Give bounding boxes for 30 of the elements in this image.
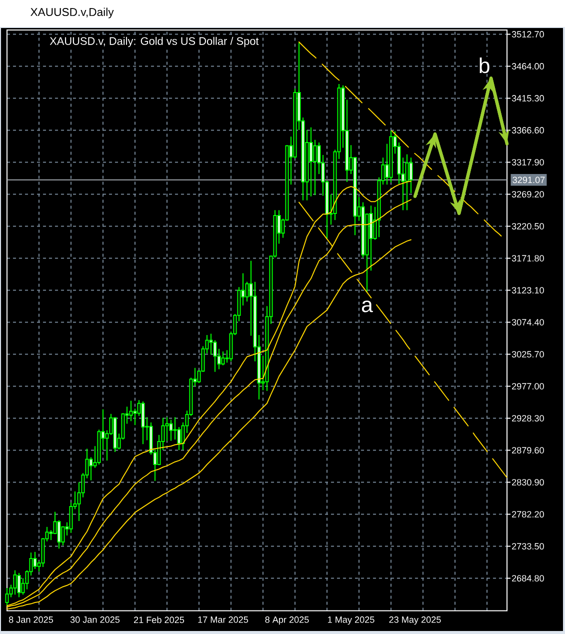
- x-tick-label: 1 May 2025: [328, 616, 374, 625]
- y-tick-label: 3025.70: [512, 351, 544, 358]
- x-tick-label: 23 May 2025: [389, 616, 441, 625]
- y-tick-label: 2879.60: [512, 447, 544, 454]
- x-tick-label: 8 Apr 2025: [265, 616, 309, 625]
- y-tick-label: 3415.30: [512, 95, 544, 102]
- y-tick-label: 2684.80: [512, 575, 544, 582]
- text: XAUUSD.v, Daily: Gold vs US Dollar / Spot: [50, 36, 259, 48]
- x-tick-label: 30 Jan 2025: [70, 616, 120, 623]
- y-tick-label: 2928.30: [512, 415, 544, 422]
- chart-title: XAUUSD.v,Daily: [30, 8, 114, 18]
- y-tick-label: 3171.80: [512, 255, 544, 262]
- y-tick-label: 3269.20: [512, 191, 544, 198]
- y-tick-label: 3317.90: [512, 159, 544, 166]
- y-tick-label: 2733.50: [512, 543, 544, 550]
- y-tick-label: 2782.20: [512, 511, 544, 518]
- x-tick-label: 21 Feb 2025: [134, 616, 184, 624]
- y-tick-label: 3366.60: [512, 127, 544, 134]
- x-tick-label: 17 Mar 2025: [198, 616, 248, 623]
- annotation: b: [480, 58, 490, 74]
- ref-line-label: 3291.07: [512, 176, 545, 184]
- y-tick-label: 3123.10: [512, 287, 544, 294]
- annotation: a: [362, 300, 373, 312]
- y-tick-label: 2977.00: [512, 383, 544, 390]
- y-tick-label: 3074.40: [512, 319, 544, 326]
- y-tick-label: 2830.90: [512, 479, 544, 486]
- x-tick-label: 8 Jan 2025: [8, 616, 54, 623]
- y-tick-label: 3512.70: [512, 31, 544, 38]
- y-tick-label: 3464.00: [512, 63, 544, 70]
- y-tick-label: 3220.50: [512, 223, 544, 230]
